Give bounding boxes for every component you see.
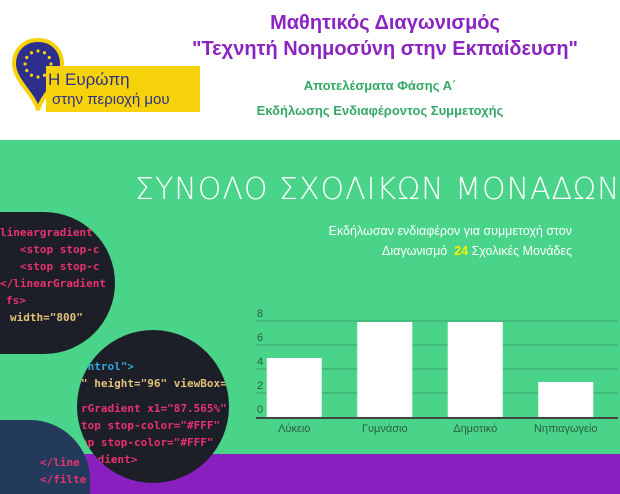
bar-chart: 0 2 4 6 8 Λύκειο Γυμνάσιο Δημοτικό Νηπιαγωγείο — [256, 308, 618, 435]
y-tick-label: 2 — [257, 380, 263, 392]
y-tick-label: 6 — [257, 332, 263, 344]
code-line: <stop stop-c — [20, 243, 100, 256]
page-title: Μαθητικός Διαγωνισμός — [270, 12, 500, 34]
subtitle-1: Αποτελέσματα Φάσης Α΄ — [303, 78, 457, 93]
eu-star-icon — [42, 73, 47, 77]
info-prefix: Διαγωνισμό — [381, 244, 448, 258]
code-line: top stop-color="#FFF" — [81, 419, 221, 432]
code-line: </filte — [40, 473, 87, 486]
eu-star-icon — [23, 62, 27, 66]
info-line-2: Διαγωνισμό 24 Σχολικές Μονάδες — [382, 244, 572, 258]
info-line-1: Εκδήλωσαν ενδιαφέρον για συμμετοχή στον — [328, 224, 572, 238]
code-line: rGradient x1="87.565%" — [81, 402, 227, 415]
code-image-circle-1: lineargradient <stop stop-c <stop stop-c… — [0, 212, 115, 354]
info-suffix: Σχολικές Μονάδες — [471, 244, 572, 258]
x-tick-label: Νηπιαγωγείο — [534, 423, 598, 435]
code-line: " height="96" viewBox=" — [81, 377, 229, 390]
logo-banner — [46, 66, 200, 112]
code-line: adient> — [91, 453, 138, 466]
code-line: fs> — [6, 294, 26, 307]
code-line: <stop stop-c — [20, 260, 100, 273]
x-tick-label: Λύκειο — [278, 423, 310, 435]
code-image-circle-2: ontrol"> " height="96" viewBox=" rGradie… — [77, 330, 229, 483]
eu-star-icon — [42, 51, 47, 55]
eu-star-icon — [47, 55, 51, 60]
y-tick-label: 8 — [257, 308, 263, 320]
code-line: width="800" — [10, 311, 83, 324]
code-line: op stop-color="#FFF" — [81, 436, 214, 449]
code-line: </line — [40, 456, 80, 469]
header: Η Ευρώπη στην περιοχή μου Μαθητικός Διαγ… — [0, 0, 620, 140]
eu-star-icon — [29, 73, 34, 77]
code-line: </linearGradient — [0, 277, 106, 290]
results-section: lineargradient <stop stop-c <stop stop-c… — [0, 140, 620, 494]
page-title-2: "Τεχνητή Νοημοσύνη στην Εκπαίδευση" — [191, 38, 579, 60]
bar-1 — [357, 322, 413, 418]
subtitle-2: Εκδήλωσης Ενδιαφέροντος Συμμετοχής — [256, 103, 504, 118]
eu-star-icon — [25, 68, 29, 73]
eu-star-icon — [49, 62, 53, 66]
bar-0 — [266, 358, 322, 418]
code-line: lineargradient — [0, 226, 93, 239]
x-tick-label: Γυμνάσιο — [362, 423, 408, 435]
logo-text-2: στην περιοχή μου — [52, 91, 170, 108]
code-line: ontrol"> — [81, 360, 134, 373]
y-tick-label: 4 — [257, 356, 263, 368]
eu-star-icon — [25, 55, 29, 60]
bar-2 — [447, 322, 503, 418]
x-tick-label: Δημοτικό — [453, 423, 497, 435]
eu-star-icon — [29, 51, 34, 55]
eu-star-icon — [36, 75, 40, 79]
bar-3 — [538, 382, 594, 418]
logo-text-1: Η Ευρώπη — [48, 70, 130, 89]
y-tick-label: 0 — [257, 404, 263, 416]
eu-star-icon — [36, 49, 40, 53]
section-heading: ΣΥΝΟΛΟ ΣΧΟΛΙΚΩΝ ΜΟΝΑΔΩΝ — [135, 172, 620, 207]
school-count: 24 — [454, 244, 469, 258]
